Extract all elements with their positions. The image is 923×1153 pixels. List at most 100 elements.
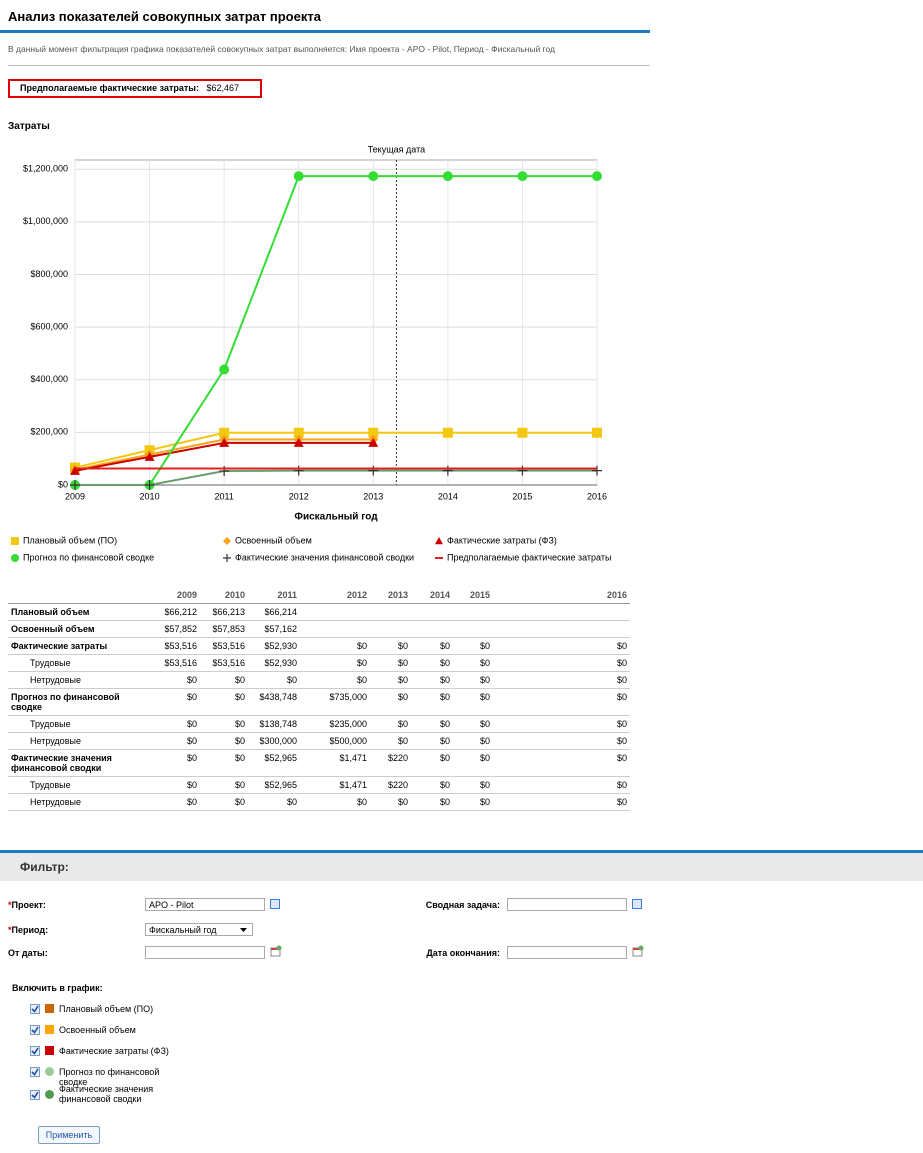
cell (453, 603, 493, 621)
cell: $0 (493, 654, 630, 672)
cell: $0 (200, 793, 248, 811)
data-point (517, 465, 528, 476)
sub-row: Трудовые $53,516 $53,516 $52,930 $0 $0 $0 $0 $0 (8, 654, 630, 672)
calendar-icon[interactable] (632, 945, 644, 957)
include-item: Плановый объем (ПО) (59, 1004, 154, 1014)
check (31, 1047, 39, 1055)
checkbox[interactable] (30, 1004, 40, 1014)
list-icon[interactable] (632, 899, 642, 909)
data-point (368, 171, 379, 182)
year-header: 2016 (493, 587, 630, 604)
data-point (442, 427, 453, 438)
to-label: Дата окончания: (426, 948, 500, 958)
cell (370, 620, 411, 638)
header-cell (8, 587, 150, 604)
cell: $0 (200, 688, 248, 716)
cell: $1,471 (300, 776, 370, 794)
include-item: Фактические значения финансовой сводки (59, 1084, 154, 1104)
cell: $57,853 (200, 620, 248, 638)
include-item: Освоенный объем (59, 1025, 136, 1035)
y-tick-label: $1,000,000 (23, 216, 68, 226)
cell: $53,516 (200, 654, 248, 672)
legend-label: Фактические затраты (ФЗ) (447, 535, 557, 545)
cell: $0 (200, 749, 248, 777)
year-header: 2012 (300, 587, 370, 604)
cell: $0 (493, 715, 630, 733)
x-tick-label: 2014 (438, 491, 458, 501)
cell: $0 (493, 688, 630, 716)
data-point (442, 465, 453, 476)
cell: $53,516 (150, 637, 200, 655)
list-icon[interactable] (270, 899, 280, 909)
y-tick-label: $600,000 (30, 321, 68, 331)
summary-input[interactable] (507, 898, 627, 911)
year-header: 2011 (248, 587, 300, 604)
cell: $66,213 (200, 603, 248, 621)
row-label: Нетрудовые (8, 732, 150, 750)
x-tick-label: 2009 (65, 491, 85, 501)
data-point (70, 465, 80, 475)
from-input[interactable] (145, 946, 265, 959)
checkbox[interactable] (30, 1067, 40, 1077)
filter-band (0, 853, 923, 881)
data-table: 2009 2010 2011 2012 2013 2014 2015 2016 Плановый… (8, 587, 630, 811)
cell: $0 (411, 654, 453, 672)
cell (300, 603, 370, 621)
checkbox[interactable] (30, 1046, 40, 1056)
data-point (293, 465, 304, 476)
cell: $0 (248, 671, 300, 689)
filter-title: Фильтр: (20, 860, 69, 874)
cell: $0 (453, 793, 493, 811)
sub-row: Трудовые $0 $0 $138,748 $235,000 $0 $0 $0 $0 (8, 715, 630, 733)
cell: $0 (493, 732, 630, 750)
from-label: От даты: (8, 948, 48, 958)
legend-label: Предполагаемые фактические затраты (447, 552, 611, 562)
cell: $0 (370, 671, 411, 689)
cell: $0 (453, 671, 493, 689)
cell: $0 (150, 749, 200, 777)
row-label: Трудовые (8, 654, 150, 672)
sub-row: Нетрудовые $0 $0 $0 $0 $0 $0 $0 $0 (8, 793, 630, 811)
estimate-box: Предполагаемые фактические затраты: $62,… (8, 79, 262, 98)
cell: $500,000 (300, 732, 370, 750)
data-point (293, 171, 304, 182)
checkbox[interactable] (30, 1090, 40, 1100)
sub-row: Нетрудовые $0 $0 $0 $0 $0 $0 $0 $0 (8, 671, 630, 689)
project-input[interactable]: APO - Pilot (145, 898, 265, 911)
cell: $0 (411, 637, 453, 655)
legend-icon (45, 1090, 54, 1099)
data-point (219, 437, 230, 447)
sub-row: Нетрудовые $0 $0 $300,000 $500,000 $0 $0 $0 $0 (8, 732, 630, 750)
checkbox[interactable] (30, 1025, 40, 1035)
cell: $0 (493, 749, 630, 777)
legend-icon (45, 1067, 54, 1076)
to-input[interactable] (507, 946, 627, 959)
legend-marker (435, 537, 443, 545)
y-tick-label: $400,000 (30, 374, 68, 384)
data-point (219, 427, 230, 438)
legend-label: Плановый объем (ПО) (23, 535, 117, 545)
plot-area (74, 159, 598, 486)
legend-icon (45, 1025, 54, 1034)
row-label: Прогноз по финансовой сводке (8, 688, 150, 716)
calendar-icon[interactable] (270, 945, 282, 957)
apply-button[interactable]: Применить (38, 1126, 100, 1144)
include-item: Фактические затраты (ФЗ) (59, 1046, 169, 1056)
select-arrow (240, 928, 247, 932)
cell: $57,852 (150, 620, 200, 638)
x-tick-label: 2010 (140, 491, 160, 501)
row-label: Плановый объем (8, 603, 150, 621)
cell (493, 603, 630, 621)
cell: $0 (200, 671, 248, 689)
period-select[interactable]: Фискальный год (145, 923, 253, 936)
y-tick-label: $200,000 (30, 427, 68, 437)
required-mark: * (8, 900, 12, 910)
cell: $52,930 (248, 654, 300, 672)
cell: $0 (411, 793, 453, 811)
cell: $0 (411, 688, 453, 716)
year-header: 2009 (150, 587, 200, 604)
row-label: Освоенный объем (8, 620, 150, 638)
required-mark: * (8, 925, 12, 935)
x-tick-label: 2016 (587, 491, 607, 501)
